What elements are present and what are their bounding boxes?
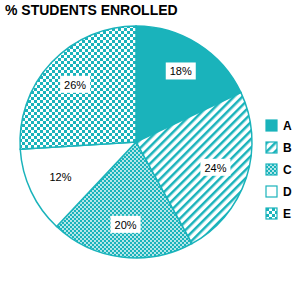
chart-title: % STUDENTS ENROLLED bbox=[5, 2, 178, 18]
legend-label: D bbox=[283, 185, 292, 199]
legend-swatch bbox=[266, 120, 277, 131]
legend: ABCDE bbox=[266, 119, 292, 221]
legend-item: B bbox=[266, 141, 292, 155]
pie-slice bbox=[20, 26, 136, 149]
data-labels: 18% 24% 20% 12% 26% bbox=[45, 62, 230, 232]
legend-label: B bbox=[283, 141, 292, 155]
data-label-box bbox=[111, 216, 141, 233]
data-label-box bbox=[45, 169, 75, 186]
data-label-text: 24% bbox=[204, 162, 226, 174]
legend-item: A bbox=[266, 119, 292, 133]
data-label-box bbox=[166, 62, 196, 79]
data-label-box bbox=[200, 159, 230, 176]
legend-item: D bbox=[266, 185, 292, 199]
legend-swatch bbox=[266, 208, 277, 219]
legend-swatch bbox=[266, 142, 277, 153]
chart: % STUDENTS ENROLLED 18% 24% 20% 12% 26% ABCDE bbox=[0, 0, 298, 283]
data-label-text: 20% bbox=[115, 219, 137, 231]
legend-item: E bbox=[266, 207, 291, 221]
legend-item: C bbox=[266, 163, 292, 177]
data-label-box bbox=[60, 76, 90, 93]
legend-label: A bbox=[283, 119, 292, 133]
pie bbox=[20, 26, 252, 258]
data-label: 24% bbox=[200, 159, 230, 176]
pie-slice bbox=[20, 142, 136, 227]
data-label-text: 12% bbox=[49, 171, 71, 183]
data-label: 26% bbox=[60, 76, 90, 93]
legend-swatch bbox=[266, 164, 277, 175]
data-label: 18% bbox=[166, 62, 196, 79]
data-label-text: 26% bbox=[64, 79, 86, 91]
legend-swatch bbox=[266, 186, 277, 197]
data-label-text: 18% bbox=[170, 65, 192, 77]
legend-label: C bbox=[283, 163, 292, 177]
legend-label: E bbox=[283, 207, 291, 221]
data-label: 20% bbox=[111, 216, 141, 233]
data-label: 12% bbox=[45, 169, 75, 186]
